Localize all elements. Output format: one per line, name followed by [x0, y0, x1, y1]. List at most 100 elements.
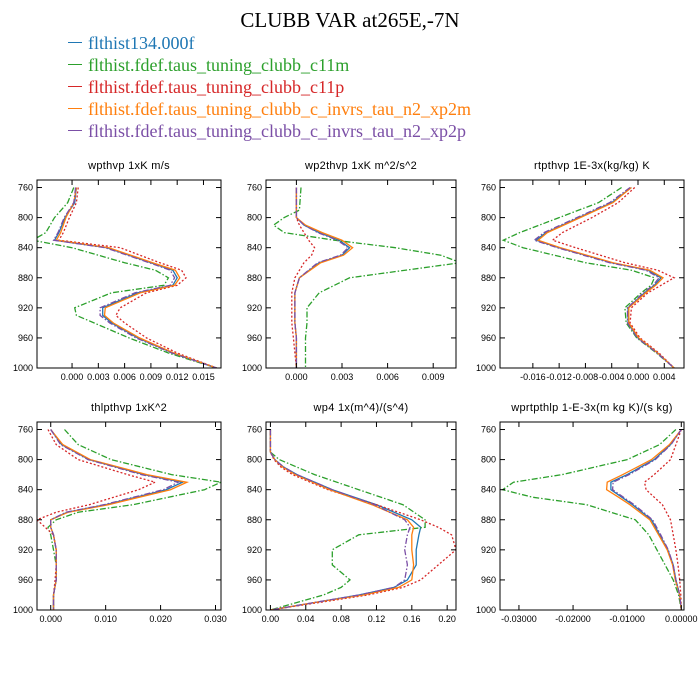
legend-entry: flthist.fdef.taus_tuning_clubb_c11p: [68, 76, 471, 98]
x-tick-label: 0.006: [113, 372, 136, 382]
y-tick-label: 960: [18, 333, 33, 343]
y-tick-label: 920: [247, 545, 262, 555]
y-tick-label: 960: [247, 333, 262, 343]
y-tick-label: 1000: [476, 605, 496, 615]
y-tick-label: 880: [481, 273, 496, 283]
y-tick-label: 760: [247, 183, 262, 193]
x-tick-label: 0.015: [192, 372, 215, 382]
plot-frame: [499, 421, 685, 611]
y-tick-label: 840: [18, 243, 33, 253]
y-tick-label: 1000: [242, 605, 262, 615]
x-tick-label: 0.12: [368, 614, 386, 624]
x-tick-label: 0.009: [422, 372, 445, 382]
x-tick-label: 0.003: [331, 372, 354, 382]
y-tick-label: 880: [481, 515, 496, 525]
y-tick-label: 840: [481, 243, 496, 253]
legend-label: flthist.fdef.taus_tuning_clubb_c11m: [88, 55, 350, 75]
panel: wp4 1x(m^4)/(s^4)76080084088092096010000…: [242, 402, 457, 624]
panel-title: wp4 1x(m^4)/(s^4): [313, 402, 409, 414]
plot-frame: [499, 179, 685, 369]
series-line: [37, 187, 217, 368]
x-tick-label: 0.00: [262, 614, 280, 624]
panel-title: thlpthvp 1xK^2: [91, 402, 167, 414]
x-tick-label: 0.000: [39, 614, 62, 624]
panel-title: wp2thvp 1xK m^2/s^2: [304, 160, 417, 172]
panel-title: wprtpthlp 1-E-3x(m kg K)/(s kg): [510, 402, 673, 414]
x-tick-label: 0.000: [627, 372, 650, 382]
y-tick-label: 1000: [242, 363, 262, 373]
x-tick-label: -0.004: [599, 372, 625, 382]
legend-entry: flthist134.000f: [68, 32, 471, 54]
y-tick-label: 960: [247, 575, 262, 585]
series-line: [50, 429, 181, 610]
y-tick-label: 920: [18, 303, 33, 313]
legend-label: flthist.fdef.taus_tuning_clubb_c_invrs_t…: [88, 99, 471, 119]
series-line: [55, 187, 217, 368]
series-line: [269, 429, 456, 610]
panel: wp2thvp 1xK m^2/s^2 760 800 840 880 920 960 100…: [242, 160, 457, 382]
y-tick-label: 800: [247, 213, 262, 223]
y-tick-label: 840: [481, 485, 496, 495]
panel: rtpthvp 1E-3x(kg/kg) K 760 800 840 880 920 960…: [476, 160, 685, 382]
series-line: [272, 187, 456, 368]
x-tick-label: 0.012: [166, 372, 189, 382]
legend-label: flthist134.000f: [88, 33, 195, 53]
legend-swatch: [68, 108, 82, 110]
y-tick-label: 1000: [13, 605, 33, 615]
x-tick-label: -0.03000: [501, 614, 537, 624]
y-tick-label: 920: [481, 303, 496, 313]
x-tick-label: -0.016: [520, 372, 546, 382]
series-line: [291, 187, 316, 368]
y-tick-label: 960: [18, 575, 33, 585]
legend-entry: flthist.fdef.taus_tuning_clubb_c_invrs_t…: [68, 120, 471, 142]
legend: flthist134.000f flthist.fdef.taus_tuning…: [68, 32, 471, 142]
legend-entry: flthist.fdef.taus_tuning_clubb_c_invrs_t…: [68, 98, 471, 120]
legend-swatch: [68, 86, 82, 88]
series-line: [53, 187, 217, 368]
y-tick-label: 960: [481, 575, 496, 585]
x-tick-label: 0.00000: [665, 614, 698, 624]
y-tick-label: 1000: [476, 363, 496, 373]
x-tick-label: 0.004: [653, 372, 676, 382]
series-line: [643, 429, 682, 610]
y-tick-label: 880: [18, 515, 33, 525]
panel: thlpthvp 1xK^2 760 800 840 880 920 960 1000 0.00…: [13, 402, 227, 624]
series-line: [269, 429, 426, 610]
legend-label: flthist.fdef.taus_tuning_clubb_c11p: [88, 77, 345, 97]
series-line: [47, 429, 221, 610]
y-tick-label: 760: [247, 425, 262, 435]
y-tick-label: 760: [18, 425, 33, 435]
series-line: [605, 429, 682, 610]
x-tick-label: 0.04: [297, 614, 315, 624]
y-tick-label: 920: [18, 545, 33, 555]
y-tick-label: 880: [18, 273, 33, 283]
x-tick-label: 0.16: [403, 614, 421, 624]
x-tick-label: 0.08: [332, 614, 350, 624]
x-tick-label: 0.010: [94, 614, 117, 624]
x-tick-label: 0.006: [376, 372, 399, 382]
x-tick-label: 0.000: [285, 372, 308, 382]
x-tick-label: 0.000: [61, 372, 84, 382]
y-tick-label: 800: [481, 213, 496, 223]
legend-entry: flthist.fdef.taus_tuning_clubb_c11m: [68, 54, 471, 76]
x-tick-label: -0.008: [573, 372, 599, 382]
panel-title: rtpthvp 1E-3x(kg/kg) K: [534, 160, 650, 172]
plot-frame: [265, 421, 457, 611]
series-line: [532, 186, 675, 368]
y-tick-label: 800: [481, 455, 496, 465]
legend-swatch: [68, 42, 82, 44]
plot-frame: [36, 179, 222, 369]
plot-frame: [265, 179, 457, 369]
y-tick-label: 880: [247, 515, 262, 525]
series-line: [294, 187, 351, 368]
y-tick-label: 960: [481, 333, 496, 343]
series-line: [269, 429, 411, 610]
y-tick-label: 1000: [13, 363, 33, 373]
series-line: [57, 187, 217, 368]
legend-swatch: [68, 64, 82, 66]
series-line: [269, 429, 415, 610]
series-line: [294, 187, 350, 368]
x-tick-label: 0.003: [87, 372, 110, 382]
plot-frame: [36, 421, 222, 611]
